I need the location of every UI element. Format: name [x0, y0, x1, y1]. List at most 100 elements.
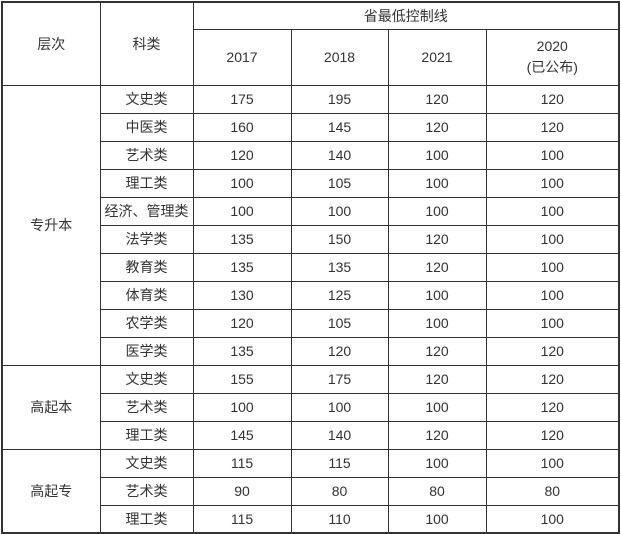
table-row: 法学类 135 150 120 100	[2, 224, 620, 254]
value-cell: 120	[387, 84, 487, 114]
value-cell: 120	[485, 364, 620, 394]
value-cell: 105	[290, 308, 389, 338]
value-cell: 175	[192, 84, 292, 114]
header-row-top: 层次 科类 省最低控制线	[1, 1, 620, 86]
value-cell: 100	[485, 252, 620, 282]
value-cell: 100	[387, 448, 487, 478]
table-row: 医学类 135 120 120 120	[2, 336, 620, 366]
value-cell: 150	[290, 224, 389, 254]
category-cell: 文史类	[99, 84, 194, 114]
category-cell: 教育类	[99, 252, 194, 282]
value-cell: 90	[192, 476, 292, 506]
value-cell: 120	[192, 308, 292, 338]
value-cell: 100	[387, 168, 487, 198]
col-header-group-title: 省最低控制线	[192, 1, 620, 30]
table-row: 高起本 文史类 155 175 120 120	[1, 364, 620, 450]
category-cell: 法学类	[99, 224, 194, 254]
category-cell: 体育类	[99, 280, 194, 310]
category-cell: 农学类	[99, 308, 194, 338]
category-cell: 理工类	[99, 504, 194, 534]
category-cell: 文史类	[99, 448, 194, 478]
value-cell: 120	[192, 140, 292, 170]
value-cell: 140	[290, 420, 389, 450]
value-cell: 115	[192, 448, 292, 478]
table-row: 专升本 文史类 175 195 120 120	[1, 84, 620, 366]
value-cell: 155	[192, 364, 292, 394]
level-cell: 专升本	[1, 84, 101, 366]
category-cell: 文史类	[99, 364, 194, 394]
value-cell: 115	[290, 448, 389, 478]
table-row: 经济、管理类 100 100 100 100	[2, 196, 620, 226]
col-header-category: 科类	[99, 1, 194, 86]
year-label: 2017	[226, 48, 258, 65]
value-cell: 120	[485, 420, 620, 450]
year-sublabel: (已公布)	[526, 59, 578, 75]
value-cell: 120	[485, 336, 620, 366]
value-cell: 120	[290, 336, 389, 366]
value-cell: 135	[192, 336, 292, 366]
value-cell: 115	[192, 504, 292, 534]
year-header-cell: 2020 (已公布)	[485, 28, 620, 86]
category-cell: 艺术类	[99, 392, 194, 422]
year-header-cell: 2018	[290, 28, 389, 86]
table-row: 教育类 135 135 120 100	[2, 252, 620, 282]
year-header-cell: 2021	[387, 28, 487, 86]
value-cell: 100	[387, 392, 487, 422]
year-header-cell: 2017	[192, 28, 292, 86]
table-row: 农学类 120 105 100 100	[2, 308, 620, 338]
value-cell: 100	[387, 280, 487, 310]
value-cell: 100	[387, 196, 487, 226]
value-cell: 130	[192, 280, 292, 310]
category-cell: 经济、管理类	[99, 196, 194, 226]
header-row-years: 2017 2018 2021 2020 (已公布)	[2, 28, 620, 86]
category-cell: 中医类	[99, 112, 194, 142]
value-cell: 160	[192, 112, 292, 142]
value-cell: 120	[387, 336, 487, 366]
value-cell: 100	[485, 504, 620, 534]
value-cell: 80	[387, 476, 487, 506]
value-cell: 80	[485, 476, 620, 506]
year-label: 2021	[421, 48, 453, 65]
category-cell: 艺术类	[99, 140, 194, 170]
value-cell: 105	[290, 168, 389, 198]
category-cell: 艺术类	[99, 476, 194, 506]
value-cell: 195	[290, 84, 389, 114]
category-cell: 医学类	[99, 336, 194, 366]
value-cell: 100	[485, 280, 620, 310]
value-cell: 80	[290, 476, 389, 506]
value-cell: 110	[290, 504, 389, 534]
level-cell: 高起本	[1, 364, 101, 450]
value-cell: 125	[290, 280, 389, 310]
value-cell: 100	[387, 308, 487, 338]
category-cell: 理工类	[99, 168, 194, 198]
value-cell: 140	[290, 140, 389, 170]
value-cell: 145	[192, 420, 292, 450]
value-cell: 100	[387, 504, 487, 534]
value-cell: 120	[485, 392, 620, 422]
value-cell: 100	[485, 308, 620, 338]
value-cell: 100	[290, 196, 389, 226]
value-cell: 120	[387, 112, 487, 142]
value-cell: 120	[387, 252, 487, 282]
table-row: 艺术类 90 80 80 80	[2, 476, 620, 506]
value-cell: 100	[485, 448, 620, 478]
value-cell: 145	[290, 112, 389, 142]
category-cell: 理工类	[99, 420, 194, 450]
table-row: 理工类 115 110 100 100	[2, 504, 620, 534]
value-cell: 100	[485, 196, 620, 226]
table-row: 理工类 100 105 100 100	[2, 168, 620, 198]
value-cell: 135	[192, 252, 292, 282]
value-cell: 120	[485, 112, 620, 142]
value-cell: 120	[387, 224, 487, 254]
table-row: 艺术类 100 100 100 120	[2, 392, 620, 422]
value-cell: 100	[192, 196, 292, 226]
value-cell: 100	[192, 392, 292, 422]
year-label: 2018	[323, 48, 356, 65]
value-cell: 100	[387, 140, 487, 170]
value-cell: 120	[485, 84, 620, 114]
value-cell: 100	[192, 168, 292, 198]
year-label: 2020	[536, 38, 568, 54]
value-cell: 135	[290, 252, 389, 282]
col-header-level: 层次	[1, 1, 101, 86]
value-cell: 100	[485, 168, 620, 198]
